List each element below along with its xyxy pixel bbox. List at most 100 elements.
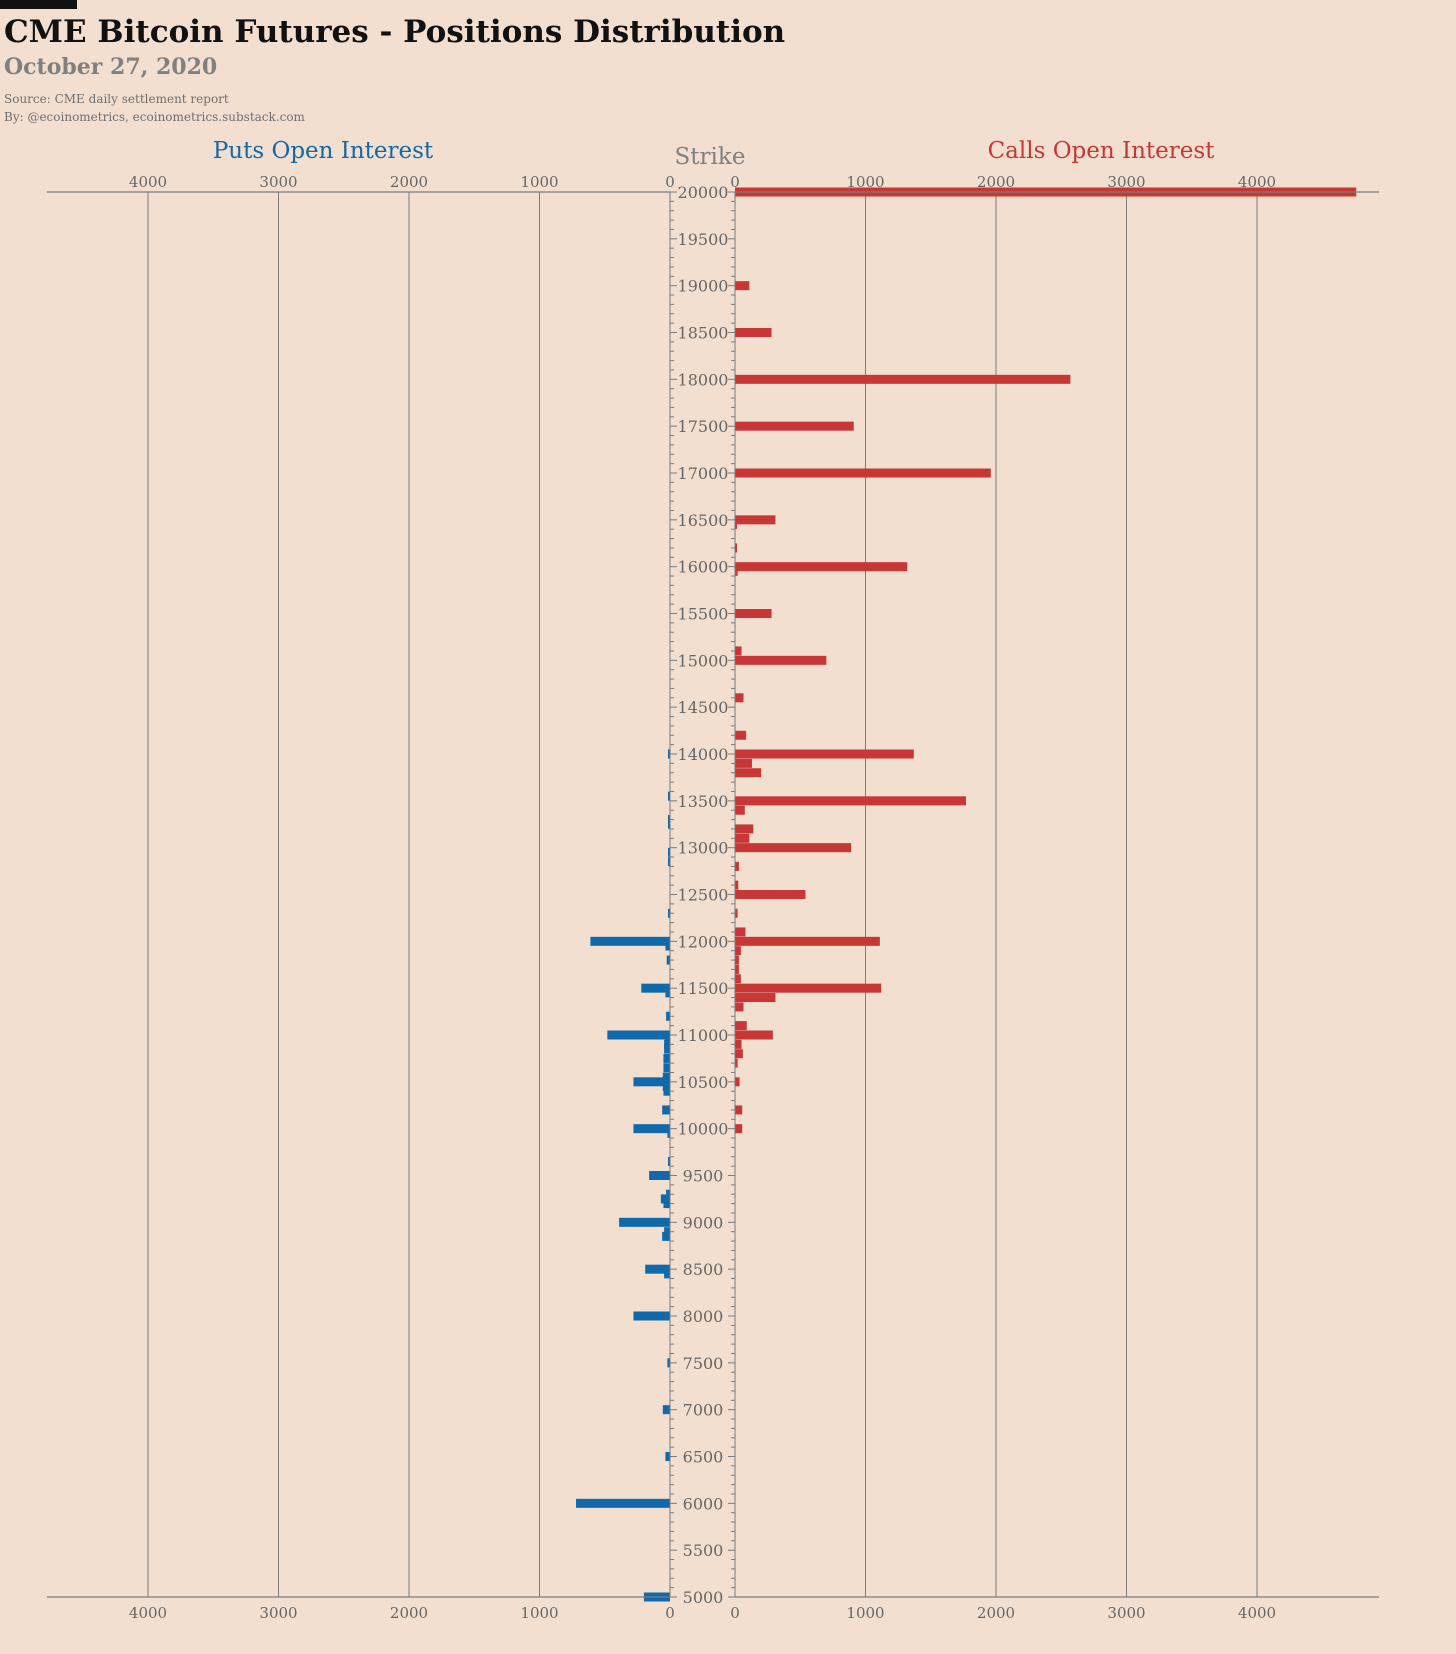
- calls-bar: [735, 974, 741, 984]
- puts-bar: [662, 1105, 670, 1115]
- strike-tick-label: 19000: [678, 277, 729, 296]
- calls-bar: [735, 908, 738, 918]
- puts-bar: [660, 1194, 670, 1204]
- calls-bar: [735, 609, 772, 618]
- strike-tick-label: 18500: [678, 324, 729, 343]
- calls-bar: [735, 749, 914, 759]
- puts-bar: [665, 1452, 670, 1461]
- puts-bar: [668, 908, 670, 918]
- calls-bar: [735, 993, 776, 1003]
- puts-bar: [633, 1311, 670, 1321]
- puts-bar: [664, 1269, 670, 1279]
- puts-bar: [668, 819, 670, 829]
- strike-tick-label: 13500: [678, 792, 729, 811]
- chart-header: CME Bitcoin Futures - Positions Distribu…: [4, 12, 1444, 126]
- calls-bar: [735, 646, 742, 656]
- calls-bar: [735, 964, 739, 974]
- puts-bar: [664, 1227, 670, 1237]
- strike-tick-label: 14500: [678, 698, 729, 717]
- strike-tick-label: 10000: [678, 1120, 729, 1139]
- strike-tick-label: 8000: [683, 1307, 724, 1326]
- puts-bar: [668, 1156, 670, 1166]
- strike-axis-title: Strike: [675, 144, 746, 170]
- calls-bar: [735, 880, 739, 890]
- strike-tick-label: 19500: [678, 230, 729, 249]
- calls-bar: [735, 566, 738, 576]
- puts-bar: [664, 1039, 670, 1049]
- puts-x-tick-label-top: 2000: [390, 173, 428, 191]
- puts-bar: [664, 1035, 670, 1045]
- puts-bar: [668, 857, 670, 867]
- calls-bar: [735, 328, 772, 337]
- calls-x-tick-label-top: 3000: [1107, 173, 1145, 191]
- calls-x-tick-label-bottom: 2000: [977, 1604, 1015, 1622]
- calls-bar: [735, 655, 827, 665]
- calls-bar: [735, 768, 762, 778]
- strike-tick-label: 6500: [683, 1448, 724, 1467]
- calls-bar: [735, 730, 747, 740]
- puts-bar: [662, 1405, 670, 1415]
- calls-bar: [735, 936, 880, 946]
- calls-bar: [735, 796, 966, 806]
- header-accent-bar: [0, 0, 77, 9]
- strike-tick-label: 5000: [683, 1588, 724, 1607]
- puts-bar: [664, 1044, 670, 1054]
- calls-x-tick-label-top: 4000: [1238, 173, 1276, 191]
- strike-tick-label: 13000: [678, 839, 729, 858]
- calls-bar: [735, 758, 752, 768]
- strike-tick-label: 12500: [678, 886, 729, 905]
- calls-bar: [735, 805, 745, 815]
- puts-x-tick-label-bottom: 2000: [390, 1604, 428, 1622]
- strike-tick-label: 17000: [678, 464, 729, 483]
- calls-bar: [735, 468, 991, 478]
- calls-bar: [735, 374, 1071, 384]
- puts-bar: [665, 988, 670, 998]
- calls-bar: [735, 515, 776, 525]
- calls-bar: [735, 543, 737, 553]
- puts-bar: [663, 1063, 670, 1073]
- puts-x-tick-label-top: 4000: [129, 173, 167, 191]
- strike-tick-label: 16000: [678, 558, 729, 577]
- puts-x-tick-label-bottom: 4000: [129, 1604, 167, 1622]
- puts-bar: [666, 1011, 670, 1021]
- calls-x-tick-label-bottom: 4000: [1238, 1604, 1276, 1622]
- puts-bar: [645, 1264, 670, 1274]
- strike-tick-label: 10500: [678, 1073, 729, 1092]
- calls-bar: [735, 520, 737, 530]
- puts-bar: [667, 1128, 670, 1138]
- puts-bar: [668, 815, 670, 825]
- strike-tick-label: 7500: [683, 1354, 724, 1373]
- calls-bar: [735, 1021, 747, 1031]
- calls-bar: [735, 955, 739, 965]
- puts-bar: [649, 1171, 670, 1180]
- puts-bar: [619, 1217, 670, 1227]
- calls-x-tick-label-top: 2000: [977, 173, 1015, 191]
- strike-tick-label: 6000: [683, 1494, 724, 1513]
- calls-bar: [735, 281, 750, 291]
- strike-tick-label: 20000: [678, 183, 729, 202]
- puts-bar: [641, 983, 670, 993]
- puts-bar: [662, 1072, 670, 1082]
- puts-x-tick-label-bottom: 3000: [259, 1604, 297, 1622]
- calls-x-tick-label-bottom: 1000: [846, 1604, 884, 1622]
- puts-bar: [663, 1086, 670, 1096]
- strike-tick-label: 17500: [678, 417, 729, 436]
- puts-x-tick-label-bottom: 0: [665, 1604, 675, 1622]
- puts-bar: [633, 1077, 670, 1087]
- source-note: Source: CME daily settlement report: [4, 92, 229, 106]
- calls-bar: [735, 983, 882, 993]
- calls-x-tick-label-top: 1000: [846, 173, 884, 191]
- calls-bar: [735, 1058, 738, 1068]
- puts-bar: [667, 1358, 670, 1368]
- calls-bar: [735, 1105, 743, 1115]
- grid-layer: [147, 192, 1258, 1597]
- calls-bar: [735, 824, 754, 834]
- puts-bar: [662, 1082, 670, 1092]
- calls-bar: [735, 693, 744, 703]
- calls-bar: [735, 562, 908, 572]
- calls-bar: [735, 843, 852, 853]
- puts-bar: [590, 936, 670, 946]
- calls-bar: [735, 946, 741, 956]
- puts-bar: [668, 749, 670, 759]
- strike-tick-label: 7000: [683, 1401, 724, 1420]
